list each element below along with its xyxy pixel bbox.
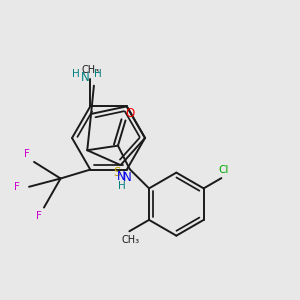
Text: H: H (118, 181, 125, 191)
Text: CH₃: CH₃ (81, 65, 99, 75)
Text: H: H (94, 69, 102, 79)
Text: N: N (122, 170, 131, 184)
Text: S: S (114, 166, 121, 179)
Text: O: O (126, 106, 135, 119)
Text: Cl: Cl (219, 165, 229, 175)
Text: N: N (117, 170, 126, 183)
Text: CH₃: CH₃ (122, 236, 140, 245)
Text: F: F (36, 211, 42, 221)
Text: F: F (14, 182, 20, 192)
Text: N: N (81, 71, 90, 84)
Text: H: H (72, 69, 80, 79)
Text: F: F (24, 148, 29, 159)
